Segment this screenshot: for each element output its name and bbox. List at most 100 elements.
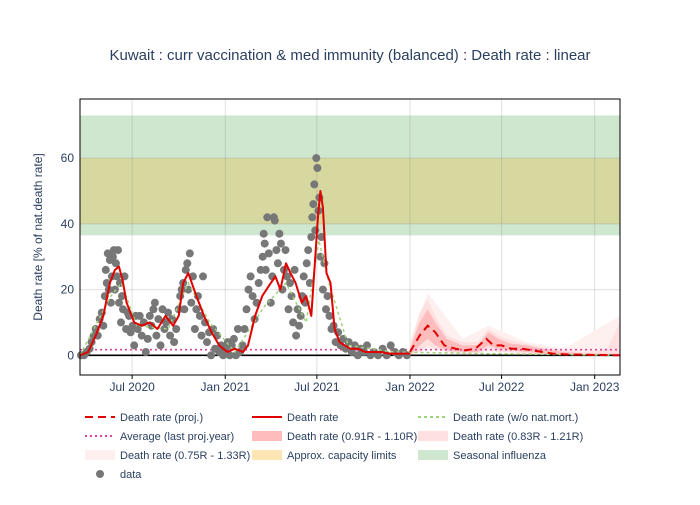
y-tick-label: 40 bbox=[61, 217, 75, 231]
data-point bbox=[145, 311, 154, 320]
data-point bbox=[183, 259, 192, 268]
data-point bbox=[353, 351, 362, 360]
legend-symbol bbox=[96, 470, 104, 478]
data-point bbox=[275, 229, 284, 238]
legend-label: Seasonal influenza bbox=[453, 450, 547, 462]
x-tick-label: Jan 2021 bbox=[201, 380, 251, 394]
data-point bbox=[227, 341, 236, 350]
legend: Death rate (proj.) Death rate Death rate (… bbox=[85, 412, 583, 481]
y-tick-label: 60 bbox=[61, 151, 75, 165]
data-point bbox=[207, 351, 216, 360]
projection-band bbox=[410, 292, 620, 356]
data-point bbox=[150, 298, 159, 307]
data-point bbox=[264, 249, 273, 258]
data-point bbox=[133, 325, 142, 333]
data-point bbox=[111, 259, 120, 268]
data-point bbox=[260, 239, 269, 248]
data-point bbox=[137, 331, 146, 340]
data-point bbox=[308, 213, 317, 222]
data-point bbox=[219, 351, 228, 360]
data-point bbox=[117, 318, 125, 327]
data-point bbox=[101, 265, 110, 274]
legend-symbol bbox=[85, 450, 115, 460]
data-point bbox=[309, 200, 318, 209]
x-tick-label: Jul 2022 bbox=[479, 380, 525, 394]
data-point bbox=[110, 285, 119, 294]
data-point bbox=[156, 341, 165, 350]
data-point bbox=[238, 341, 247, 350]
data-point bbox=[304, 246, 313, 255]
data-point bbox=[317, 233, 326, 241]
data-point bbox=[259, 229, 268, 238]
data-point bbox=[290, 265, 299, 274]
data-point bbox=[152, 331, 161, 340]
data-point bbox=[143, 334, 152, 343]
data-point bbox=[197, 331, 206, 340]
data-point bbox=[292, 331, 301, 340]
data-point bbox=[112, 272, 121, 281]
data-point bbox=[242, 305, 251, 314]
data-point bbox=[248, 292, 257, 301]
data-point bbox=[350, 341, 359, 350]
projection-band bbox=[410, 309, 620, 356]
data-point bbox=[170, 338, 179, 347]
chart-title: Kuwait : curr vaccination & med immunity… bbox=[109, 47, 590, 64]
x-tick-label: Jul 2020 bbox=[109, 380, 155, 394]
data-point bbox=[363, 341, 371, 350]
legend-label: data bbox=[120, 469, 142, 481]
data-point bbox=[166, 331, 175, 340]
legend-label: Approx. capacity limits bbox=[287, 450, 397, 462]
data-point bbox=[254, 279, 263, 287]
series-line-without-nat-mort bbox=[79, 240, 621, 357]
data-point bbox=[203, 338, 211, 347]
data-point bbox=[135, 311, 144, 320]
series-line-death-rate-proj bbox=[409, 324, 621, 357]
data-point bbox=[164, 308, 173, 317]
data-point bbox=[289, 318, 298, 327]
data-point bbox=[325, 311, 334, 320]
data-point bbox=[240, 325, 249, 333]
data-point bbox=[185, 249, 194, 258]
data-point bbox=[261, 265, 270, 274]
series-line-death-rate bbox=[79, 190, 410, 357]
data-point bbox=[323, 292, 332, 301]
data-point bbox=[154, 315, 163, 324]
legend-symbol bbox=[252, 450, 282, 460]
data-point bbox=[299, 272, 308, 281]
legend-label: Death rate (0.91R - 1.10R) bbox=[287, 431, 417, 443]
data-point bbox=[310, 180, 319, 189]
x-tick-label: Jul 2021 bbox=[294, 380, 340, 394]
legend-symbol bbox=[252, 431, 282, 441]
data-point bbox=[312, 154, 321, 163]
data-point bbox=[149, 305, 158, 314]
y-tick-label: 0 bbox=[67, 348, 74, 362]
data-point bbox=[225, 351, 234, 360]
data-point bbox=[270, 216, 279, 225]
data-point bbox=[266, 298, 275, 307]
legend-label: Death rate (0.75R - 1.33R) bbox=[120, 450, 250, 462]
data-point bbox=[172, 325, 181, 333]
data-point bbox=[195, 311, 204, 320]
data-point bbox=[302, 259, 311, 268]
data-point bbox=[118, 292, 126, 301]
data-point bbox=[293, 305, 302, 314]
data-point bbox=[281, 246, 290, 255]
plot-frame bbox=[79, 98, 621, 376]
data-point bbox=[244, 285, 253, 294]
data-point bbox=[141, 348, 150, 356]
data-point bbox=[181, 265, 190, 274]
plot-area: 0 20 40 60 Jul 2020 Jan 2021 Jul 2021 Jan 2022 J… bbox=[61, 98, 621, 394]
legend-label: Average (last proj.year) bbox=[120, 431, 234, 443]
legend-label: Death rate (0.83R - 1.21R) bbox=[453, 431, 583, 443]
legend-label: Death rate bbox=[287, 412, 338, 424]
data-point bbox=[108, 252, 117, 261]
legend-symbol bbox=[418, 431, 448, 441]
reference-band-capacity-limits bbox=[80, 158, 620, 224]
legend-symbol bbox=[418, 450, 448, 460]
x-tick-label: Jan 2022 bbox=[385, 380, 435, 394]
data-point bbox=[258, 252, 267, 261]
legend-label: Death rate (proj.) bbox=[120, 412, 203, 424]
x-tick-label: Jan 2023 bbox=[570, 380, 620, 394]
data-point bbox=[199, 272, 207, 281]
